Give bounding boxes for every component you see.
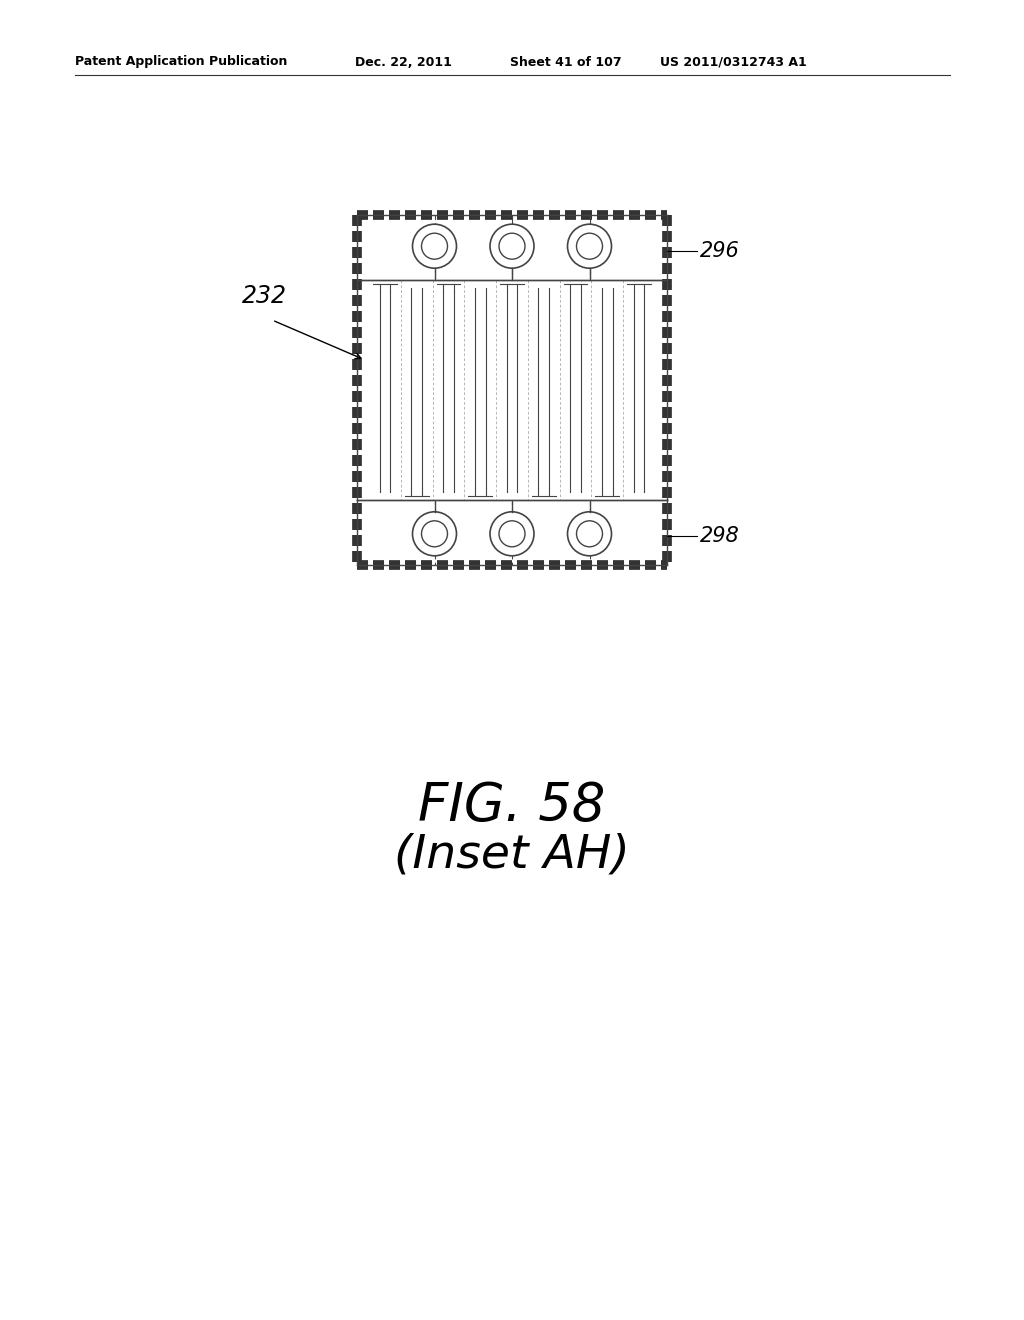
- Bar: [357, 280, 667, 500]
- Text: (Inset AH): (Inset AH): [394, 832, 630, 876]
- Text: 232: 232: [242, 284, 287, 308]
- Text: US 2011/0312743 A1: US 2011/0312743 A1: [660, 55, 807, 69]
- Text: 296: 296: [700, 240, 739, 261]
- Circle shape: [577, 234, 602, 259]
- Bar: [357, 215, 667, 565]
- Circle shape: [499, 521, 525, 546]
- Circle shape: [413, 512, 457, 556]
- Text: Sheet 41 of 107: Sheet 41 of 107: [510, 55, 622, 69]
- Text: Patent Application Publication: Patent Application Publication: [75, 55, 288, 69]
- Circle shape: [413, 224, 457, 268]
- Circle shape: [567, 512, 611, 556]
- Bar: [357, 500, 667, 565]
- Text: Dec. 22, 2011: Dec. 22, 2011: [355, 55, 452, 69]
- Circle shape: [422, 521, 447, 546]
- Circle shape: [499, 234, 525, 259]
- Bar: [357, 215, 667, 280]
- Circle shape: [567, 224, 611, 268]
- Text: FIG. 58: FIG. 58: [419, 780, 605, 832]
- Circle shape: [490, 224, 534, 268]
- Circle shape: [490, 512, 534, 556]
- Circle shape: [577, 521, 602, 546]
- Circle shape: [422, 234, 447, 259]
- Text: 298: 298: [700, 525, 739, 545]
